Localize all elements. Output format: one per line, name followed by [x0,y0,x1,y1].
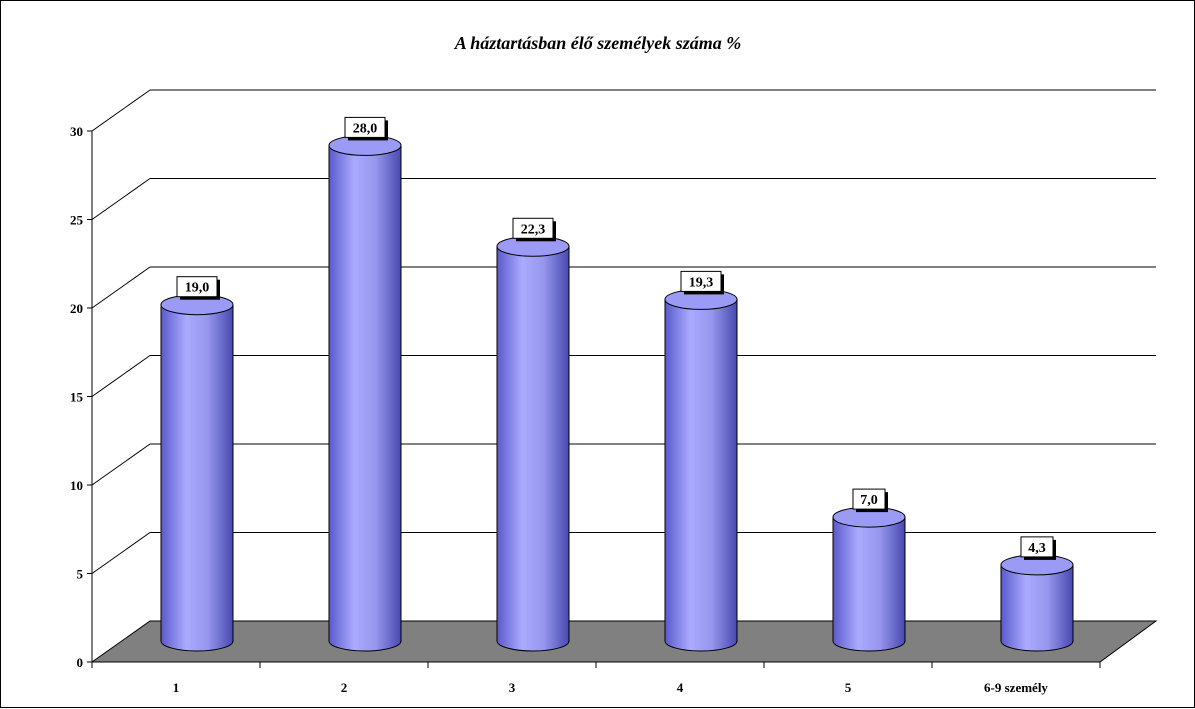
y-tick-label-5: 5 [77,567,84,582]
x-tick-label-2: 3 [509,680,516,695]
bar-0 [161,295,233,651]
data-label-text-4: 7,0 [860,493,878,508]
gridline-side-20 [92,267,150,308]
chart-title: A háztartásban élő személyek száma % [454,33,742,53]
x-tick-label-5: 6-9 személy [984,680,1048,695]
data-label-text-1: 28,0 [353,121,378,136]
y-tick-label-20: 20 [70,301,83,316]
x-tick-label-3: 4 [677,680,684,695]
y-tick-label-0: 0 [77,655,84,670]
data-label-text-5: 4,3 [1028,541,1046,556]
bars [161,135,1073,651]
bar-body-1 [329,145,401,651]
y-tick-label-10: 10 [70,478,83,493]
bar-body-5 [1001,565,1073,651]
data-label-text-3: 19,3 [689,275,714,290]
floor [92,621,1156,662]
data-label-1: 28,0 [345,117,388,140]
x-tick-label-1: 2 [341,680,348,695]
data-labels: 19,0 28,0 22,3 19,3 7,0 4,3 [177,117,1056,559]
bar-5 [1001,555,1073,651]
data-label-5: 4,3 [1021,537,1056,560]
data-label-0: 19,0 [177,277,220,300]
y-tick-label-25: 25 [70,213,84,228]
bar-4 [833,507,905,651]
gridline-side-10 [92,444,150,485]
gridline-side-5 [92,533,150,574]
bar-3 [665,289,737,651]
data-label-2: 22,3 [513,218,556,241]
x-tick-label-4: 5 [845,680,852,695]
gridline-side-25 [92,179,150,220]
data-label-3: 19,3 [681,271,724,294]
bar-2 [497,236,569,651]
y-tick-label-30: 30 [70,124,83,139]
y-tick-label-15: 15 [70,390,84,405]
data-label-4: 7,0 [853,489,888,512]
bar-body-3 [665,299,737,651]
gridline-side-15 [92,356,150,397]
gridline-side-30 [92,90,150,131]
bar-1 [329,135,401,651]
data-label-text-2: 22,3 [521,222,546,237]
bar-body-0 [161,305,233,651]
floor-plane [92,621,1156,662]
gridlines [92,90,1156,574]
data-label-text-0: 19,0 [185,281,210,296]
x-tick-label-0: 1 [173,680,180,695]
bar-body-2 [497,246,569,651]
bar-body-4 [833,517,905,651]
